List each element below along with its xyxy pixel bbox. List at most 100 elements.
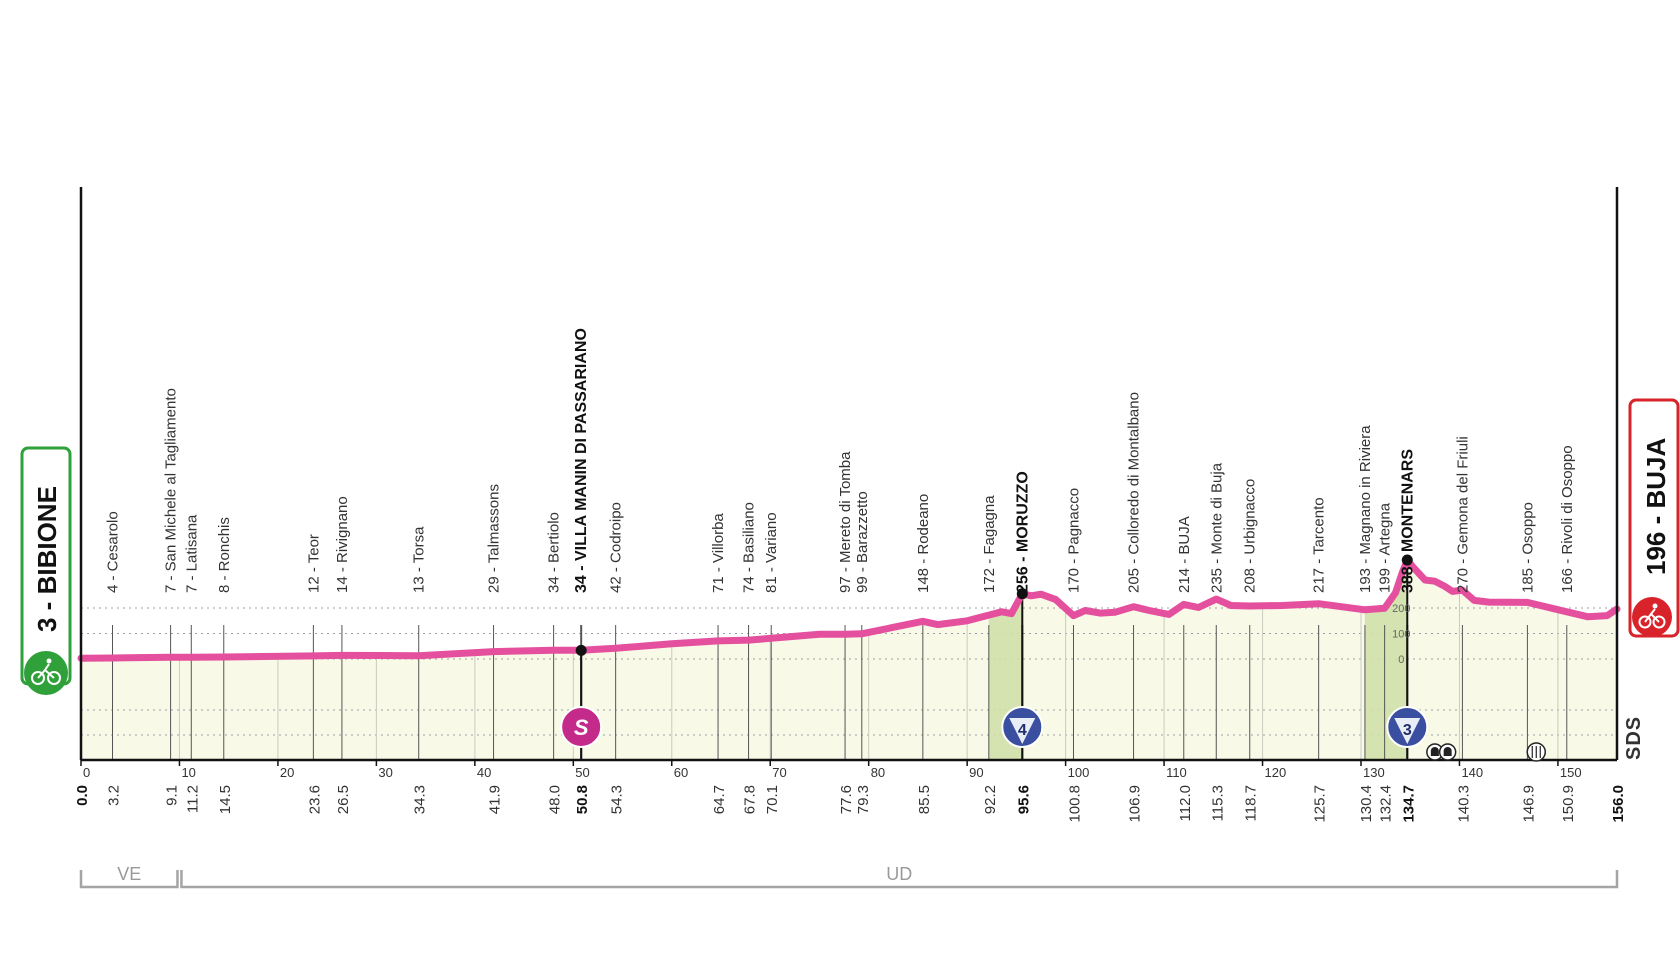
waypoint-label: 185 - Osoppo bbox=[1519, 502, 1536, 593]
km-label: 11.2 bbox=[184, 785, 201, 813]
profile-line bbox=[77, 556, 1621, 662]
altitude-scale-label: 0 bbox=[1398, 654, 1404, 666]
km-label: 41.9 bbox=[487, 785, 504, 814]
s-sprint-icon bbox=[560, 706, 603, 748]
altitude-scale-label: 200 bbox=[1392, 603, 1410, 615]
waypoint-label: 7 - Latisana bbox=[183, 514, 200, 593]
tunnel-icon-arch bbox=[1443, 747, 1452, 756]
km-label: 79.3 bbox=[855, 785, 872, 814]
waypoint-label: 34 - Bertiolo bbox=[546, 512, 563, 593]
km-label: 23.6 bbox=[306, 785, 323, 814]
x-tick-label: 0 bbox=[83, 765, 90, 780]
x-tick-label: 90 bbox=[969, 765, 983, 780]
waypoint-label: 12 - Teor bbox=[305, 534, 322, 593]
waypoint-label: 270 - Gemona del Friuli bbox=[1454, 436, 1471, 593]
km-label: 48.0 bbox=[547, 785, 564, 814]
x-tick-label: 70 bbox=[772, 765, 786, 780]
km-label: 150.9 bbox=[1560, 785, 1577, 823]
km-label: 106.9 bbox=[1127, 785, 1144, 823]
km-label: 14.5 bbox=[217, 785, 234, 814]
km-label: 130.4 bbox=[1358, 785, 1375, 823]
altitude-scale-label: 100 bbox=[1392, 629, 1410, 641]
x-tick-label: 40 bbox=[477, 765, 491, 780]
summit-dot bbox=[1016, 588, 1028, 600]
waypoint-label: 4 - Cesarolo bbox=[105, 511, 122, 593]
waypoint-leader-layer bbox=[112, 560, 1568, 760]
region-label: VE bbox=[117, 864, 141, 884]
waypoint-label: 166 - Rivoli di Osoppo bbox=[1559, 445, 1576, 593]
sprint-label: S bbox=[574, 715, 589, 740]
waypoint-label: 74 - Basiliano bbox=[741, 502, 758, 593]
km-label: 125.7 bbox=[1312, 785, 1329, 823]
region-layer: VE UD bbox=[79, 864, 1619, 889]
tunnel-icon-arch bbox=[1430, 747, 1439, 756]
x-tick-label: 30 bbox=[378, 765, 392, 780]
km-label: 100.8 bbox=[1067, 785, 1084, 823]
cyclist-icon bbox=[1632, 597, 1672, 637]
waypoint-label: 148 - Rodeano bbox=[915, 494, 932, 593]
km-label: 3.2 bbox=[106, 785, 123, 806]
km-label: 85.5 bbox=[916, 785, 933, 814]
kom-category-label: 3 bbox=[1403, 722, 1412, 739]
waypoint-label: 42 - Codroipo bbox=[608, 502, 625, 593]
km-label-layer: 0.0 3.2 9.1 11.2 14.5 23.6 26.5 34.3 41.9 48.0 50.… bbox=[74, 785, 1627, 823]
km-label: 50.8 bbox=[574, 785, 591, 814]
waypoint-label: 199 - Artegna bbox=[1377, 502, 1394, 593]
waypoint-label-layer: 4 - Cesarolo 7 - San Michele al Tagliamen… bbox=[105, 328, 1576, 593]
waypoint-label: 208 - Urbignacco bbox=[1242, 479, 1259, 593]
x-tick-label: 140 bbox=[1461, 765, 1483, 780]
kom-category-label: 4 bbox=[1018, 722, 1027, 739]
finish-badge: 196 - BUJA bbox=[1628, 398, 1680, 638]
waypoint-label: 81 - Variano bbox=[763, 512, 780, 593]
x-tick-label: 150 bbox=[1560, 765, 1582, 780]
region-bracket bbox=[79, 870, 179, 889]
km-label: 132.4 bbox=[1378, 785, 1395, 823]
waypoint-label: 388 - MONTENARS bbox=[1399, 449, 1416, 593]
x-tick-label: 110 bbox=[1166, 765, 1187, 780]
x-tick-layer: 0 10 20 30 40 50 60 70 80 90 100 110 120 130 140 150 bbox=[80, 760, 1582, 780]
waypoint-label: 71 - Villorba bbox=[710, 513, 727, 593]
x-tick-label: 80 bbox=[871, 765, 885, 780]
waypoint-label: 205 - Colloredo di Montalbano bbox=[1126, 392, 1143, 593]
waypoint-label: 29 - Talmassons bbox=[486, 484, 503, 593]
km-label: 140.3 bbox=[1455, 785, 1472, 823]
waypoint-label: 8 - Ronchis bbox=[216, 517, 233, 593]
waypoint-label: 193 - Magnano in Riviera bbox=[1357, 425, 1374, 593]
km-label: 34.3 bbox=[412, 785, 429, 814]
waypoint-label: 235 - Monte di Buja bbox=[1208, 462, 1225, 593]
km-label: 67.8 bbox=[742, 785, 759, 814]
marker-layer: 200 100 0 S 4 3 bbox=[560, 603, 1547, 762]
waypoint-label: 170 - Pagnacco bbox=[1066, 488, 1083, 593]
profile-line-layer bbox=[77, 554, 1621, 662]
x-tick-label: 10 bbox=[181, 765, 195, 780]
km-label: 9.1 bbox=[164, 785, 181, 806]
km-label: 146.9 bbox=[1520, 785, 1537, 823]
km-label: 115.3 bbox=[1209, 785, 1226, 821]
km-label: 95.6 bbox=[1015, 785, 1032, 814]
region-label: UD bbox=[886, 864, 912, 884]
waypoint-label: 7 - San Michele al Tagliamento bbox=[163, 388, 180, 593]
waypoint-label: 172 - Fagagna bbox=[981, 495, 998, 593]
x-tick-label: 120 bbox=[1265, 765, 1287, 780]
waypoint-label: 217 - Tarcento bbox=[1311, 497, 1328, 593]
x-tick-label: 130 bbox=[1363, 765, 1385, 780]
km-label: 64.7 bbox=[711, 785, 728, 814]
waypoint-label: 214 - BUJA bbox=[1176, 516, 1193, 593]
km-label: 92.2 bbox=[982, 785, 999, 814]
km-label: 118.7 bbox=[1243, 785, 1260, 821]
cyclist-icon bbox=[24, 651, 68, 695]
x-tick-label: 60 bbox=[674, 765, 688, 780]
x-tick-label: 100 bbox=[1068, 765, 1090, 780]
km-label: 54.3 bbox=[609, 785, 626, 814]
waypoint-label: 34 - VILLA MANIN DI PASSARIANO bbox=[573, 328, 590, 593]
waypoint-label: 256 - MORUZZO bbox=[1014, 471, 1031, 593]
start-badge: 3 - BIBIONE bbox=[20, 446, 72, 695]
summit-dot bbox=[575, 644, 587, 656]
kom-badge-shape bbox=[1009, 718, 1036, 744]
x-tick-label: 20 bbox=[280, 765, 294, 780]
sds-logo-icon: SDS bbox=[1623, 716, 1645, 760]
km-label: 156.0 bbox=[1610, 785, 1627, 823]
summit-dot bbox=[1401, 554, 1413, 566]
